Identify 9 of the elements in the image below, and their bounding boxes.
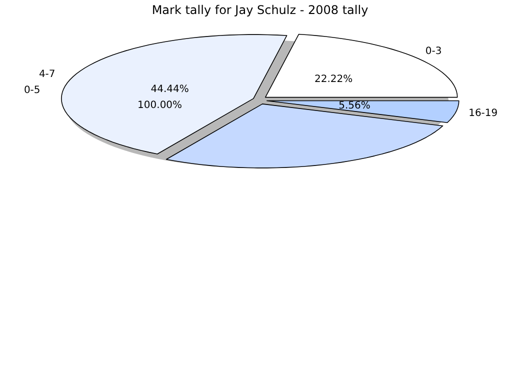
slice-label: 4-7 [38, 68, 56, 80]
chart-title: Mark tally for Jay Schulz - 2008 tally [152, 3, 368, 17]
slice-label: 16-19 [468, 108, 498, 119]
text: 100.00% [138, 100, 182, 111]
text: 0-5 [24, 84, 40, 96]
data-label: 5.56% [338, 100, 370, 112]
data-label: 44.44% [150, 84, 189, 95]
data-label: 22.22% [314, 74, 353, 86]
slice-label: 0-3 [425, 46, 442, 58]
